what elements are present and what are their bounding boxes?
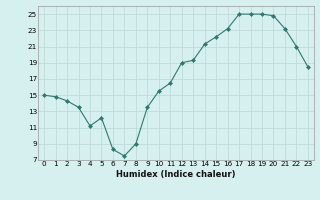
X-axis label: Humidex (Indice chaleur): Humidex (Indice chaleur) (116, 170, 236, 179)
